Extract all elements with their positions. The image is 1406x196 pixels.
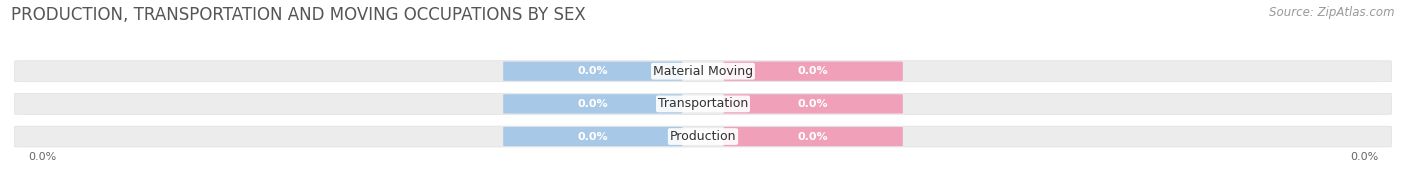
FancyBboxPatch shape	[503, 94, 682, 113]
Text: 0.0%: 0.0%	[578, 66, 607, 76]
Text: 0.0%: 0.0%	[799, 99, 828, 109]
FancyBboxPatch shape	[724, 62, 903, 81]
Text: Material Moving: Material Moving	[652, 65, 754, 78]
Text: 0.0%: 0.0%	[28, 152, 56, 162]
Text: 0.0%: 0.0%	[799, 66, 828, 76]
Text: PRODUCTION, TRANSPORTATION AND MOVING OCCUPATIONS BY SEX: PRODUCTION, TRANSPORTATION AND MOVING OC…	[11, 6, 586, 24]
FancyBboxPatch shape	[14, 61, 1392, 82]
FancyBboxPatch shape	[503, 62, 682, 81]
Text: Production: Production	[669, 130, 737, 143]
FancyBboxPatch shape	[14, 126, 1392, 147]
Text: Source: ZipAtlas.com: Source: ZipAtlas.com	[1270, 6, 1395, 19]
Text: 0.0%: 0.0%	[799, 132, 828, 142]
FancyBboxPatch shape	[724, 127, 903, 146]
FancyBboxPatch shape	[724, 94, 903, 113]
Text: Transportation: Transportation	[658, 97, 748, 110]
FancyBboxPatch shape	[14, 93, 1392, 114]
Text: 0.0%: 0.0%	[1350, 152, 1378, 162]
Text: 0.0%: 0.0%	[578, 132, 607, 142]
Text: 0.0%: 0.0%	[578, 99, 607, 109]
Legend: Male, Female: Male, Female	[643, 195, 763, 196]
FancyBboxPatch shape	[503, 127, 682, 146]
